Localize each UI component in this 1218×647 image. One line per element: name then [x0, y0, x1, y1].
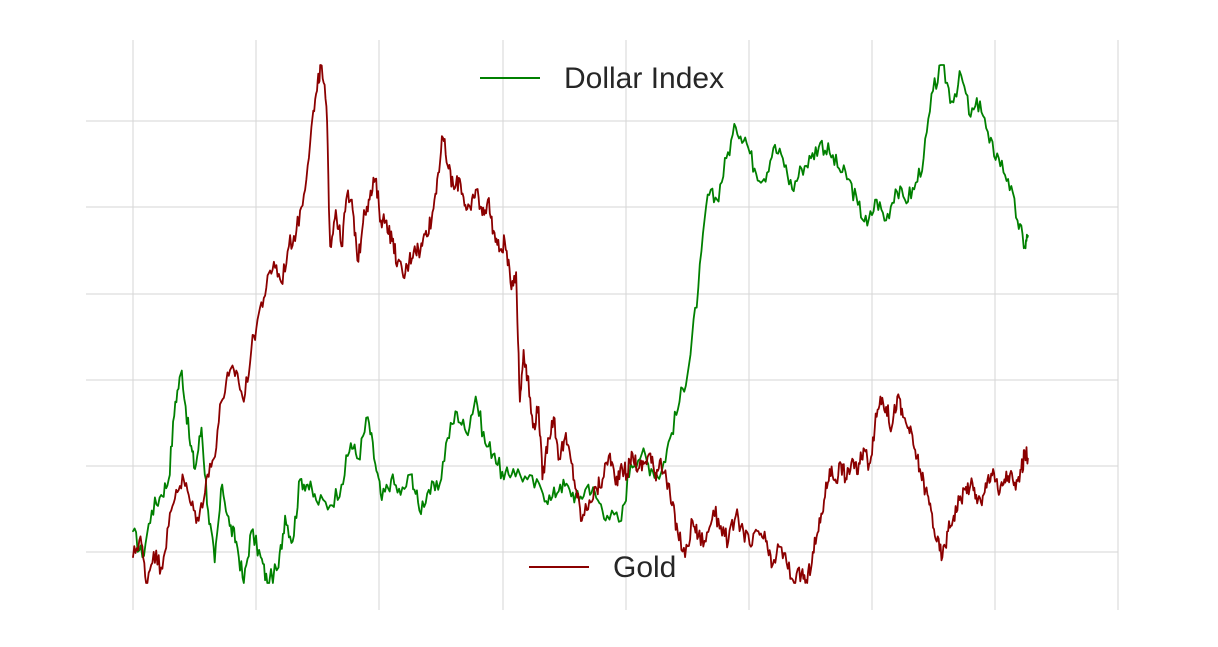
- series-line-dollar-index: [132, 64, 1029, 584]
- legend-gold: Gold: [529, 551, 676, 584]
- series-layer: [132, 64, 1029, 584]
- grid: [86, 40, 1119, 610]
- legend-dollar-index: Dollar Index: [480, 62, 724, 95]
- legend-label-dollar-index: Dollar Index: [564, 62, 724, 95]
- legend-label-gold: Gold: [613, 551, 676, 584]
- series-line-gold: [132, 64, 1029, 584]
